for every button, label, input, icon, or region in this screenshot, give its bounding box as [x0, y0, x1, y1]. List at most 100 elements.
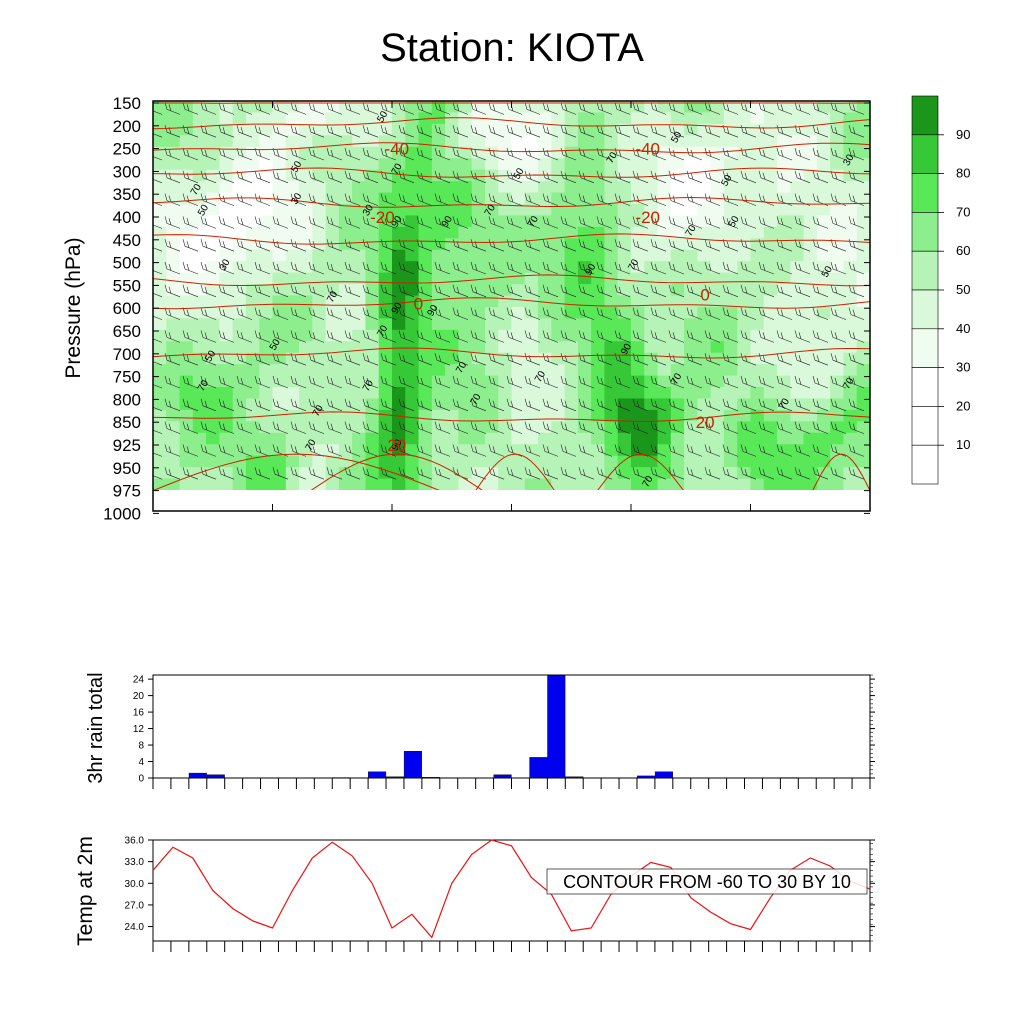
humidity-cell: [816, 112, 831, 125]
wind-barb: [686, 398, 703, 412]
wind-barb: [848, 375, 865, 389]
wind-barb: [578, 330, 595, 343]
humidity-cell: [710, 181, 725, 194]
humidity-cell: [830, 101, 845, 114]
humidity-cell: [365, 261, 380, 274]
humidity-cell: [245, 272, 260, 285]
humidity-cell: [657, 146, 672, 159]
humidity-cell: [219, 409, 234, 422]
pressure-tick-label: 550: [113, 276, 141, 295]
wind-barb: [326, 444, 343, 457]
humidity-cell: [484, 478, 499, 490]
wind-barb: [848, 330, 865, 343]
wind-barb: [740, 467, 757, 480]
humidity-cell: [166, 455, 181, 468]
humidity-cell: [312, 318, 327, 331]
humidity-cell: [259, 364, 274, 377]
humidity-cell: [166, 112, 181, 125]
humidity-cell: [365, 192, 380, 205]
humidity-cell: [657, 215, 672, 228]
wind-barb: [218, 330, 235, 343]
humidity-cell: [710, 364, 725, 377]
humidity-cell: [259, 341, 274, 354]
humidity-cell: [763, 215, 778, 228]
pressure-tick-label: 975: [113, 482, 141, 501]
humidity-cell: [856, 375, 870, 388]
humidity-cell: [577, 272, 592, 285]
wind-barb: [164, 398, 181, 412]
humidity-cell: [312, 181, 327, 194]
isotherm-label: 20: [696, 413, 715, 432]
humidity-cell: [750, 261, 765, 274]
humidity-cell: [803, 272, 818, 285]
humidity-cell: [338, 375, 353, 388]
humidity-cell: [830, 364, 845, 377]
wind-barb: [848, 467, 865, 480]
humidity-cell: [192, 135, 207, 148]
humidity-cell: [723, 409, 738, 422]
wind-barb: [578, 147, 595, 161]
humidity-cell: [285, 387, 300, 400]
humidity-contour-label: 70: [641, 474, 656, 490]
humidity-cell: [856, 215, 870, 228]
humidity-cell: [458, 146, 473, 159]
wind-barb: [308, 284, 325, 298]
humidity-cell: [498, 398, 513, 411]
humidity-cell: [498, 364, 513, 377]
wind-barb: [164, 284, 181, 298]
humidity-cell: [737, 306, 752, 319]
humidity-cell: [192, 318, 207, 331]
wind-barb: [686, 375, 703, 389]
wind-barb: [362, 216, 379, 229]
humidity-cell: [511, 467, 526, 480]
wind-barb: [704, 147, 721, 161]
humidity-cell: [338, 158, 353, 171]
humidity-cell: [777, 375, 791, 388]
humidity-cell: [750, 329, 765, 342]
humidity-cell: [511, 272, 526, 285]
humidity-cell: [803, 295, 818, 308]
humidity-cell: [392, 432, 406, 445]
humidity-cell: [166, 123, 181, 136]
humidity-cell: [245, 444, 260, 457]
humidity-cell: [843, 432, 858, 445]
humidity-cell: [524, 375, 539, 388]
humidity-cell: [418, 272, 433, 285]
humidity-cell: [790, 226, 805, 239]
humidity-cell: [750, 364, 765, 377]
humidity-cell: [378, 295, 393, 308]
humidity-cell: [458, 123, 473, 136]
humidity-cell: [803, 249, 818, 262]
humidity-cell: [498, 238, 513, 251]
humidity-cell: [498, 284, 513, 297]
humidity-cell: [803, 181, 818, 194]
humidity-cell: [684, 249, 698, 262]
wind-barb: [650, 444, 667, 457]
rain-tick-label: 8: [138, 741, 144, 752]
humidity-cell: [644, 421, 659, 434]
humidity-cell: [259, 215, 274, 228]
humidity-cell: [657, 238, 672, 251]
wind-barb: [740, 216, 757, 229]
wind-barb: [218, 421, 235, 434]
wind-barb: [704, 375, 721, 389]
humidity-cell: [365, 295, 380, 308]
humidity-cell: [392, 364, 406, 377]
humidity-cell: [604, 123, 619, 136]
humidity-cell: [325, 318, 340, 331]
humidity-cell: [431, 478, 446, 490]
humidity-cell: [365, 318, 380, 331]
humidity-cell: [697, 261, 712, 274]
humidity-cell: [604, 455, 619, 468]
humidity-cell: [259, 444, 274, 457]
humidity-cell: [232, 364, 247, 377]
humidity-cell: [657, 398, 672, 411]
humidity-contour-label: 70: [311, 403, 326, 419]
humidity-cell: [816, 203, 831, 217]
wind-barb: [182, 102, 199, 115]
humidity-cell: [405, 101, 420, 114]
humidity-cell: [697, 341, 712, 354]
wind-barb: [758, 398, 775, 412]
humidity-cell: [338, 398, 353, 411]
pressure-tick-label: 800: [113, 390, 141, 409]
